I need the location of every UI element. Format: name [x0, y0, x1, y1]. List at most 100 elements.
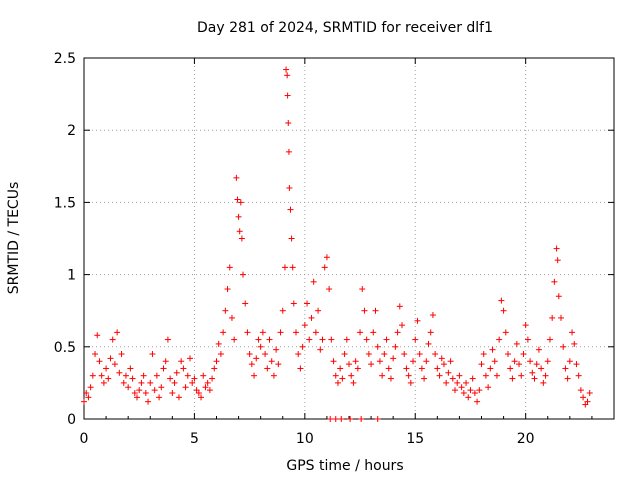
y-axis-label: SRMTID / TECUs	[6, 182, 22, 295]
data-point	[396, 303, 403, 310]
data-point	[339, 375, 346, 382]
data-point	[231, 336, 238, 343]
data-point	[555, 293, 562, 300]
grid-lines	[84, 58, 614, 419]
data-point	[338, 416, 345, 422]
data-point	[286, 184, 293, 191]
data-point	[308, 314, 315, 321]
data-point	[381, 351, 388, 358]
data-point	[434, 365, 441, 372]
data-point	[513, 340, 520, 347]
data-point	[310, 278, 317, 285]
data-point	[109, 336, 116, 343]
data-point	[332, 372, 339, 379]
data-point	[114, 329, 121, 336]
data-point	[502, 329, 509, 336]
data-point	[290, 300, 297, 307]
data-point	[460, 390, 467, 397]
data-point	[544, 358, 551, 365]
data-point	[240, 271, 246, 278]
data-point	[372, 307, 379, 314]
data-point	[554, 257, 561, 264]
data-point	[264, 365, 271, 372]
data-point	[213, 358, 220, 365]
x-tick-label: 0	[80, 431, 89, 447]
data-point	[385, 365, 392, 372]
y-tick-label: 0	[67, 412, 76, 428]
data-point	[427, 329, 434, 336]
data-point	[535, 346, 542, 353]
data-point	[469, 375, 476, 382]
data-point	[511, 358, 518, 365]
data-point	[138, 379, 145, 386]
data-point	[237, 199, 244, 206]
data-point	[317, 346, 324, 353]
data-point	[304, 300, 311, 307]
data-point	[538, 365, 545, 372]
data-point	[549, 314, 556, 321]
data-point	[268, 358, 275, 365]
data-point	[474, 398, 481, 405]
data-point	[500, 307, 507, 314]
x-tick-label: 5	[190, 431, 199, 447]
data-point	[273, 346, 280, 353]
data-point	[259, 329, 266, 336]
data-point	[533, 361, 540, 368]
data-point	[173, 369, 180, 376]
data-point	[228, 314, 235, 321]
data-point	[383, 336, 390, 343]
data-point	[180, 365, 187, 372]
data-point	[379, 372, 386, 379]
data-point	[558, 314, 564, 321]
data-point	[94, 332, 101, 339]
data-point	[403, 365, 410, 372]
data-point	[319, 336, 326, 343]
data-point	[429, 312, 436, 319]
data-point	[209, 375, 216, 382]
data-point	[285, 148, 292, 155]
data-point	[425, 340, 432, 347]
data-point	[584, 398, 591, 405]
data-point	[295, 351, 302, 358]
data-point	[198, 394, 205, 401]
data-point	[120, 379, 127, 386]
y-tick-label: 1.5	[54, 195, 76, 211]
data-point	[100, 379, 107, 386]
data-point	[465, 394, 472, 401]
data-point	[553, 245, 560, 252]
data-point	[542, 372, 549, 379]
data-point	[566, 358, 573, 365]
data-point	[358, 416, 365, 422]
data-point	[467, 387, 474, 394]
data-point	[551, 278, 558, 285]
data-point	[363, 336, 370, 343]
data-point	[288, 235, 295, 242]
data-point	[118, 351, 125, 358]
data-point	[202, 384, 209, 391]
y-tick-label: 1	[67, 268, 76, 284]
data-point	[306, 336, 313, 343]
data-point	[573, 361, 580, 368]
data-point	[81, 398, 87, 405]
data-point	[447, 358, 454, 365]
data-point	[175, 394, 182, 401]
data-point	[92, 351, 99, 358]
data-point	[327, 416, 334, 422]
data-point	[200, 372, 207, 379]
data-point	[224, 286, 231, 293]
data-point	[169, 390, 176, 397]
data-point	[577, 387, 584, 394]
data-point	[328, 336, 335, 343]
data-point	[332, 416, 339, 422]
data-point	[178, 358, 185, 365]
data-point	[283, 66, 290, 73]
data-point	[257, 343, 264, 350]
data-point	[145, 398, 152, 405]
data-point	[562, 365, 569, 372]
data-point	[392, 343, 399, 350]
data-point	[326, 286, 333, 293]
data-point	[412, 336, 419, 343]
data-point	[171, 379, 178, 386]
data-point	[337, 365, 344, 372]
